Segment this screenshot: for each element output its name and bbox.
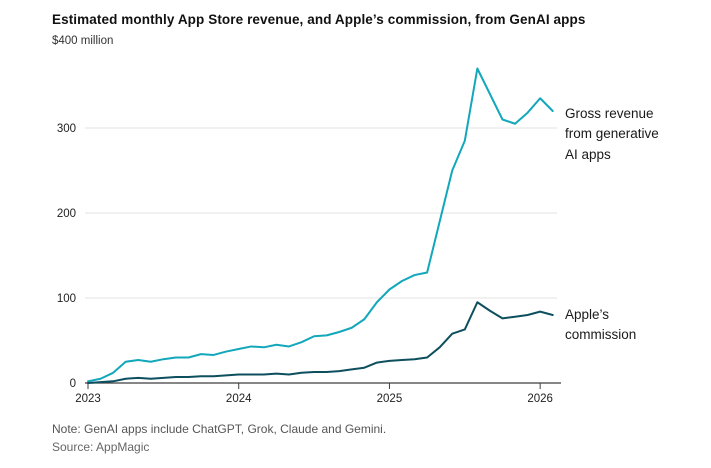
x-tick-label-2023: 2023	[75, 393, 101, 405]
series-label-apple-commission: Apple’s commission	[565, 307, 637, 343]
line-chart: 0 100 200 300 2023 2024 2025 2026	[57, 67, 561, 405]
chart-source: Source: AppMagic	[52, 440, 150, 454]
x-tick-label-2026: 2026	[527, 393, 553, 405]
x-tick-label-2024: 2024	[226, 393, 252, 405]
y-tick-label-100: 100	[57, 293, 76, 305]
chart-note: Note: GenAI apps include ChatGPT, Grok, …	[52, 422, 387, 436]
series-line-commission	[87, 301, 554, 384]
y-axis-unit-label: $400 million	[52, 35, 114, 47]
y-tick-label-0: 0	[70, 378, 76, 390]
series-line-gross	[87, 67, 554, 383]
chart-title: Estimated monthly App Store revenue, and…	[52, 12, 586, 27]
y-tick-label-300: 300	[57, 123, 76, 135]
y-tick-label-200: 200	[57, 208, 76, 220]
series-label-gross-revenue: Gross revenue from generative AI apps	[565, 106, 659, 162]
x-tick-label-2025: 2025	[377, 393, 403, 405]
